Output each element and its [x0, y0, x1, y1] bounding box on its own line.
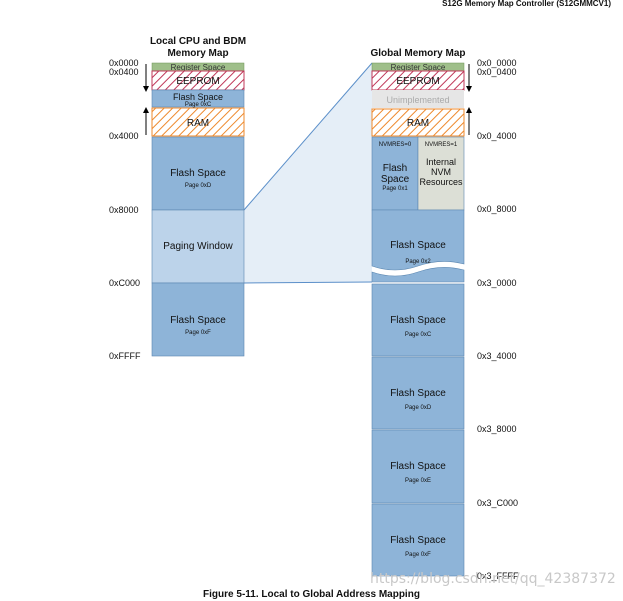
local-eeprom: EEPROM	[151, 70, 245, 91]
mapping-connector	[244, 63, 372, 283]
global-internal-nvm-line2: NVM	[431, 167, 451, 177]
global-flash-d-title: Flash Space	[390, 388, 446, 399]
global-ram-label: RAM	[407, 118, 429, 129]
local-paging-window: Paging Window	[151, 209, 245, 284]
global-addr-0-8000: 0x0_8000	[477, 204, 517, 214]
local-map-title-2: Memory Map	[167, 48, 228, 59]
local-addr-8000: 0x8000	[109, 205, 139, 215]
global-flash-f-title: Flash Space	[390, 535, 446, 546]
global-ram: RAM	[371, 108, 465, 137]
global-flash-page-1: NVMRES=0 Flash Space Page 0x1	[371, 136, 419, 211]
global-addr-0-0000: 0x0_0000	[477, 58, 517, 68]
local-flash-d-title: Flash Space	[170, 168, 226, 179]
local-ram-label: RAM	[187, 118, 209, 129]
global-flash-f-sub: Page 0xF	[405, 552, 431, 558]
global-flash-page-e: Flash Space Page 0xE	[371, 429, 465, 504]
global-addr-3-8000: 0x3_8000	[477, 424, 517, 434]
global-addr-0-0400: 0x0_0400	[477, 67, 517, 77]
global-nvmres1-label: NVMRES=1	[425, 142, 458, 148]
local-map-title: Local CPU and BDM	[150, 36, 246, 47]
global-register-label: Register Space	[391, 63, 446, 72]
global-flash-2-sub: Page 0x2	[405, 259, 431, 265]
local-paging-label: Paging Window	[163, 241, 233, 252]
global-eeprom: EEPROM	[371, 70, 465, 91]
connector-top-line	[243, 62, 373, 211]
global-flash-1-sub: Page 0x1	[382, 186, 408, 192]
local-addr-0000: 0x0000	[109, 58, 139, 68]
local-flash-d-sub: Page 0xD	[185, 183, 212, 189]
local-flash-f-sub: Page 0xF	[185, 330, 211, 336]
global-unimplemented-label: Unimplemented	[386, 95, 449, 105]
global-addr-0-4000: 0x0_4000	[477, 131, 517, 141]
local-flash-c-title: Flash Space	[173, 92, 223, 102]
global-flash-c-title: Flash Space	[390, 315, 446, 326]
local-flash-page-d: Flash Space Page 0xD	[151, 136, 245, 211]
global-flash-1-line1: Flash	[383, 163, 407, 174]
global-flash-page-c: Flash Space Page 0xC	[371, 283, 465, 357]
global-addr-3-c000: 0x3_C000	[477, 498, 518, 508]
local-flash-page-f: Flash Space Page 0xF	[151, 282, 245, 357]
global-flash-2-title: Flash Space	[390, 240, 446, 251]
page-header: S12G Memory Map Controller (S12GMMCV1)	[442, 0, 611, 8]
local-addr-ffff: 0xFFFF	[109, 351, 141, 361]
global-flash-page-f: Flash Space Page 0xF	[371, 503, 465, 577]
global-flash-d-sub: Page 0xD	[405, 405, 432, 411]
local-flash-page-c: Flash Space Page 0xC	[151, 89, 245, 108]
local-addr-0400: 0x0400	[109, 67, 139, 77]
local-flash-c-sub: Page 0xC	[185, 102, 212, 108]
global-flash-page-2: Flash Space Page 0x2	[371, 209, 465, 283]
local-addr-c000: 0xC000	[109, 278, 140, 288]
watermark: https://blog.csdn.net/qq_42387372	[370, 571, 616, 587]
global-flash-1-line2: Space	[381, 174, 410, 185]
global-addr-3-ffff: 0x3_FFFF	[477, 571, 519, 581]
global-addr-3-4000: 0x3_4000	[477, 351, 517, 361]
local-ram: RAM	[151, 107, 245, 137]
global-flash-page-d: Flash Space Page 0xD	[371, 356, 465, 430]
global-flash-c-sub: Page 0xC	[405, 332, 432, 338]
connector-bottom-line	[243, 281, 373, 284]
global-eeprom-label: EEPROM	[396, 76, 439, 87]
local-eeprom-label: EEPROM	[176, 76, 219, 87]
global-flash-e-sub: Page 0xE	[405, 478, 431, 484]
global-unimplemented: Unimplemented	[372, 90, 464, 108]
figure-caption: Figure 5-11. Local to Global Address Map…	[203, 589, 420, 600]
global-internal-nvm-line3: Resources	[419, 177, 463, 187]
local-addr-4000: 0x4000	[109, 131, 139, 141]
local-flash-f-title: Flash Space	[170, 315, 226, 326]
global-map-title: Global Memory Map	[370, 48, 465, 59]
local-register-label: Register Space	[171, 63, 226, 72]
global-flash-e-title: Flash Space	[390, 461, 446, 472]
global-internal-nvm: NVMRES=1 Internal NVM Resources	[417, 136, 465, 211]
global-addr-3-0000: 0x3_0000	[477, 278, 517, 288]
global-internal-nvm-line1: Internal	[426, 157, 456, 167]
global-nvmres0-label: NVMRES=0	[379, 142, 412, 148]
